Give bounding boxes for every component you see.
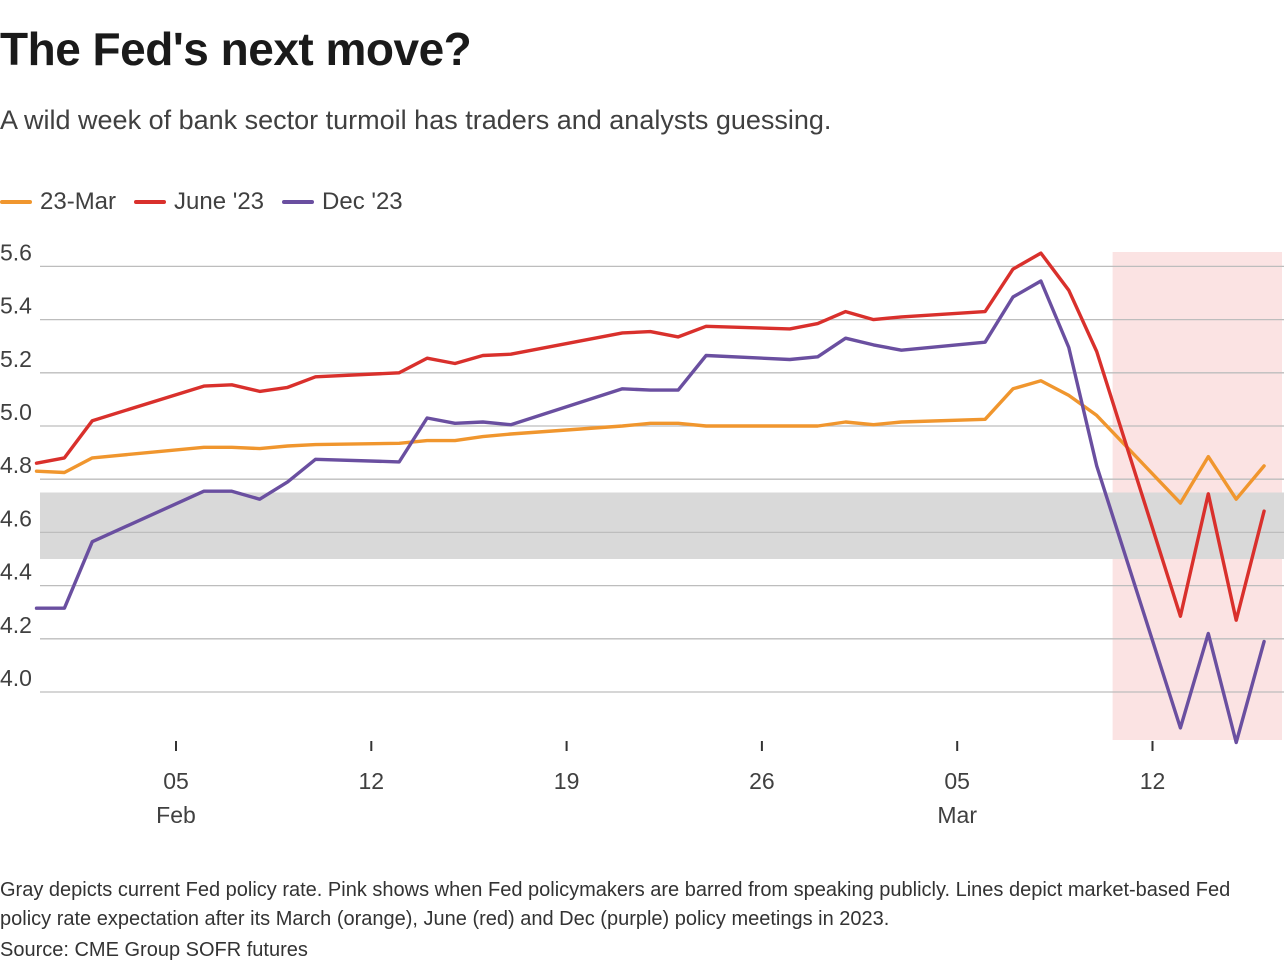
x-tick-sublabel: Feb [156, 802, 196, 828]
legend-swatch-dec [282, 200, 315, 204]
y-tick-label: 4.8 [0, 452, 32, 478]
y-tick-label: 5.2 [0, 346, 32, 372]
series-line-june [34, 251, 1266, 622]
y-tick-label: 5.6 [0, 240, 32, 265]
legend-label-june: June '23 [174, 188, 265, 215]
policy-rate-band [40, 492, 1284, 559]
legend-item-june: June '23 [134, 188, 264, 216]
x-tick-label: 19 [554, 768, 580, 794]
legend: 23-Mar June '23 Dec '23 [0, 186, 421, 218]
x-tick-label: 05 [163, 768, 189, 794]
series-line-dec [34, 279, 1266, 745]
legend-swatch-june [134, 200, 167, 204]
legend-swatch-march [0, 200, 32, 204]
x-tick-sublabel: Mar [937, 802, 977, 828]
x-tick-label: 26 [749, 768, 775, 794]
y-tick-label: 4.2 [0, 612, 32, 638]
x-tick-label: 12 [1140, 768, 1166, 794]
x-tick-label: 12 [359, 768, 385, 794]
y-tick-label: 5.4 [0, 293, 32, 319]
legend-item-march: 23-Mar [0, 188, 116, 216]
y-tick-label: 4.6 [0, 505, 32, 531]
y-tick-label: 4.4 [0, 559, 32, 585]
x-tick-label: 05 [944, 768, 970, 794]
chart-source: Source: CME Group SOFR futures [0, 939, 308, 961]
legend-label-dec: Dec '23 [322, 188, 403, 215]
legend-label-march: 23-Mar [40, 188, 117, 215]
line-chart: 4.0 4.2 4.4 4.6 4.8 5.0 5.2 5.4 5.6 05 Feb 12 19 26 05… [0, 240, 1284, 828]
chart-title: The Fed's next move? [0, 23, 472, 75]
y-tick-label: 5.0 [0, 399, 32, 425]
chart-subtitle: A wild week of bank sector turmoil has t… [0, 105, 832, 135]
y-tick-label: 4.0 [0, 665, 32, 691]
legend-item-dec: Dec '23 [282, 188, 403, 216]
series-line-march [34, 379, 1266, 505]
chart-note: Gray depicts current Fed policy rate. Pi… [0, 879, 1231, 930]
